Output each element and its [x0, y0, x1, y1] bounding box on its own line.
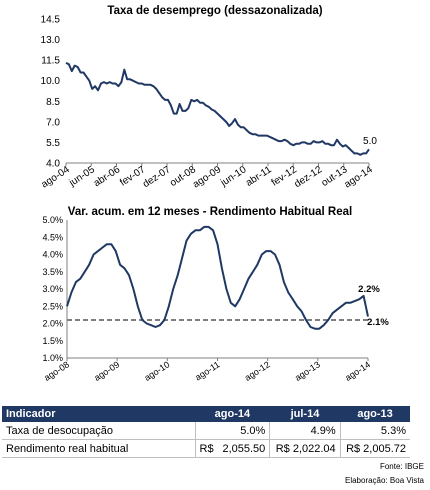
row-label: Taxa de desocupação [2, 422, 195, 440]
x-tick-label: ago-14 [343, 164, 375, 190]
table-header-row: Indicador ago-14 jul-14 ago-13 [2, 406, 410, 422]
x-tick-label: ago-09 [191, 164, 223, 190]
x-tick-label: abr-11 [244, 164, 274, 189]
y-tick-label: 3.5% [42, 267, 63, 277]
row-label: Rendimento real habitual [2, 439, 195, 458]
x-tick-label: ago-10 [142, 359, 171, 383]
y-tick-label: 2.0% [42, 319, 63, 329]
y-tick-label: 5.5 [46, 138, 60, 149]
x-tick-label: ago-12 [243, 359, 272, 383]
x-tick-label: dez-12 [292, 164, 324, 190]
table-row: Taxa de desocupação 5.0% 4.9% 5.3% [2, 422, 410, 440]
end-value-label: 5.0 [363, 136, 377, 147]
cell-ago-14: 2,055.50 [221, 439, 270, 458]
x-tick-label: jun-05 [67, 164, 98, 189]
header-ago-14: ago-14 [195, 406, 270, 422]
cell-ago-13: 5.3% [339, 422, 410, 440]
x-tick-label: ago-09 [92, 359, 121, 383]
header-jul-14: jul-14 [269, 406, 341, 422]
header-indicator: Indicador [2, 406, 195, 422]
y-tick-label: 7.0 [46, 117, 60, 128]
cell-ago-13: R$ 2,005.72 [339, 439, 410, 458]
cell-jul-14: R$ 2,022.04 [269, 439, 341, 458]
y-tick-label: 8.5 [46, 97, 60, 108]
x-tick-label: jun-10 [218, 164, 249, 189]
reference-label: 2.1% [367, 317, 389, 328]
y-tick-label: 1.0% [42, 353, 63, 363]
y-tick-label: 3.0% [42, 284, 63, 294]
chart-title: Taxa de desemprego (dessazonalizada) [107, 5, 322, 17]
y-tick-label: 2.5% [42, 301, 63, 311]
unemployment-chart: Taxa de desemprego (dessazonalizada) 4.0… [40, 5, 378, 190]
y-tick-label: 4.0% [42, 250, 63, 260]
x-tick-label: ago-11 [193, 359, 221, 382]
y-tick-label: 5.0% [42, 215, 63, 225]
unemployment-series-line [65, 61, 370, 156]
indicator-table: Indicador ago-14 jul-14 ago-13 Taxa de d… [2, 406, 410, 458]
y-tick-label: 13.0 [41, 35, 61, 46]
credit-note: Elaboração: Boa Vista [344, 476, 424, 485]
y-tick-label: 1.5% [42, 336, 63, 346]
table-row: Rendimento real habitual R$ 2,055.50 R$ … [2, 439, 410, 458]
x-tick-label: ago-13 [293, 359, 322, 383]
y-tick-label: 11.5 [41, 56, 60, 67]
y-tick-label: 4.0 [46, 159, 60, 170]
header-ago-13: ago-13 [340, 406, 410, 422]
cell-currency: R$ [194, 439, 222, 458]
source-note: Fonte: IBGE [379, 462, 424, 471]
end-value-label: 2.2% [358, 284, 380, 295]
y-tick-label: 10.0 [41, 76, 61, 87]
y-tick-label: 4.5% [42, 232, 63, 242]
y-tick-label: 14.5 [41, 15, 61, 26]
income-series-line [66, 225, 369, 330]
x-tick-label: abr-06 [92, 164, 123, 189]
cell-jul-14: 4.9% [269, 422, 341, 440]
income-growth-chart: Var. acum. em 12 meses - Rendimento Habi… [42, 206, 389, 383]
cell-ago-14: 5.0% [194, 422, 270, 440]
x-tick-label: dez-07 [141, 164, 173, 190]
chart-title: Var. acum. em 12 meses - Rendimento Habi… [68, 206, 352, 218]
x-tick-label: ago-14 [343, 359, 372, 383]
